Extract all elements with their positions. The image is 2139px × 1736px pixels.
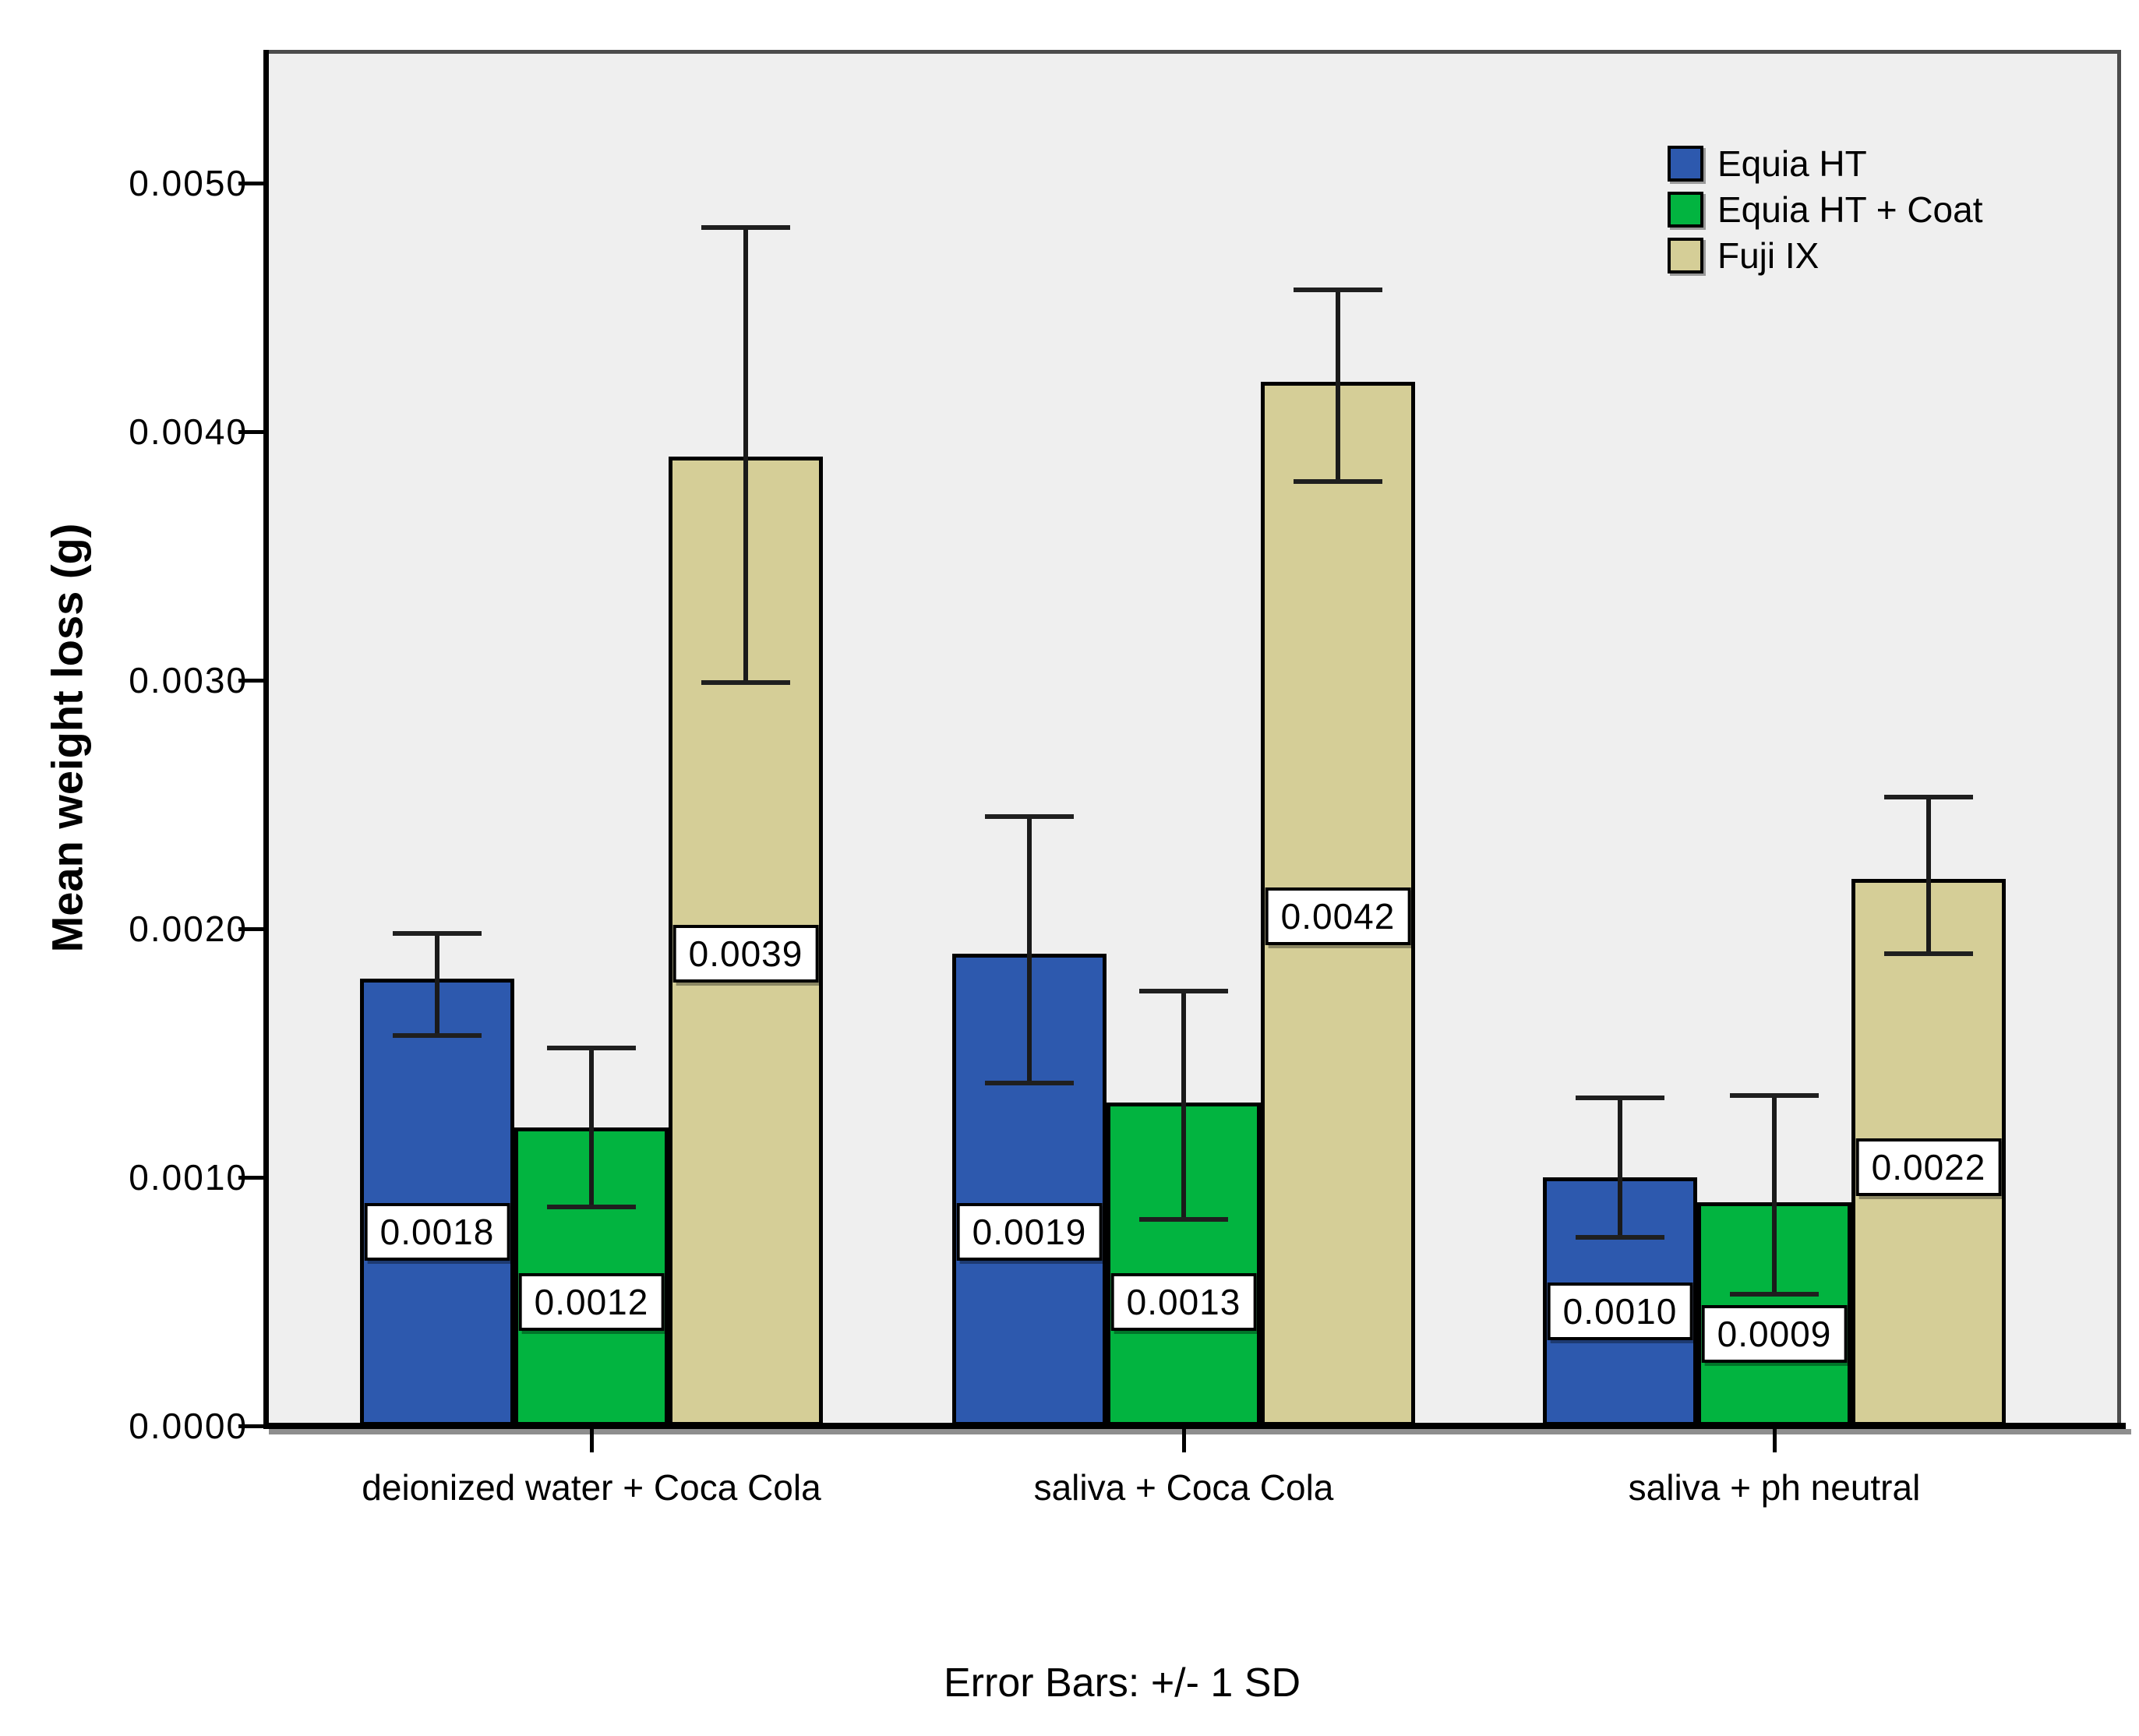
- error-bar-cap-bottom: [1884, 951, 1973, 956]
- y-tick-mark: [238, 927, 263, 931]
- y-tick-mark: [238, 430, 263, 434]
- error-bar-cap-top: [1730, 1092, 1819, 1098]
- error-bar-cap-top: [1576, 1095, 1664, 1100]
- legend-label: Equia HT: [1717, 143, 1867, 184]
- y-axis-line: [263, 50, 269, 1426]
- y-tick-label: 0.0010: [129, 1157, 248, 1198]
- x-tick-mark: [1773, 1429, 1777, 1452]
- bar-value-label: 0.0009: [1701, 1304, 1848, 1363]
- y-tick-label: 0.0050: [129, 163, 248, 203]
- error-bar-line: [589, 1048, 594, 1208]
- legend-swatch-icon: [1668, 146, 1703, 182]
- legend-item: Equia HT + Coat: [1668, 189, 1983, 231]
- bar-value-label: 0.0042: [1265, 887, 1411, 946]
- error-bar-line: [1618, 1097, 1622, 1237]
- error-bar-line: [1926, 796, 1931, 954]
- legend-label: Equia HT + Coat: [1717, 189, 1983, 230]
- y-tick-mark: [238, 1176, 263, 1180]
- x-tick-mark: [590, 1429, 594, 1452]
- x-category-label: saliva + Coca Cola: [1033, 1467, 1334, 1508]
- y-tick-label: 0.0000: [129, 1406, 248, 1446]
- bar-value-label: 0.0010: [1547, 1283, 1693, 1341]
- y-tick-label: 0.0030: [129, 660, 248, 700]
- error-bar-cap-top: [547, 1046, 636, 1051]
- y-tick-mark: [238, 679, 263, 683]
- y-tick-label: 0.0040: [129, 411, 248, 452]
- legend-swatch-icon: [1668, 192, 1703, 228]
- x-tick-mark: [1182, 1429, 1186, 1452]
- error-bar-line: [1181, 990, 1186, 1220]
- error-bar-cap-bottom: [701, 680, 790, 686]
- bar-value-label: 0.0013: [1110, 1272, 1257, 1331]
- x-axis-line: [263, 1423, 2126, 1429]
- bar-value-label: 0.0022: [1855, 1138, 2002, 1197]
- legend-item: Fuji IX: [1668, 235, 1819, 277]
- error-bar-cap-bottom: [1294, 478, 1382, 484]
- y-tick-label: 0.0020: [129, 909, 248, 949]
- error-bar-line: [435, 933, 439, 1036]
- error-bar-cap-top: [393, 931, 482, 937]
- error-bar-cap-bottom: [985, 1080, 1074, 1085]
- error-bar-cap-top: [701, 225, 790, 231]
- error-bar-line: [1772, 1095, 1777, 1294]
- x-category-label: deionized water + Coca Cola: [362, 1467, 821, 1508]
- legend-item: Equia HT: [1668, 143, 1867, 185]
- legend-swatch-icon: [1668, 238, 1703, 273]
- y-axis-title: Mean weight loss (g): [42, 523, 92, 953]
- error-bars-caption: Error Bars: +/- 1 SD: [944, 1660, 1301, 1706]
- error-bar-cap-bottom: [1730, 1291, 1819, 1297]
- y-tick-mark: [238, 1424, 263, 1428]
- bar-value-label: 0.0039: [672, 924, 819, 983]
- error-bar-line: [1336, 290, 1340, 482]
- bar-value-label: 0.0019: [956, 1203, 1103, 1261]
- error-bar-cap-bottom: [393, 1033, 482, 1039]
- bar-equia-ht: [360, 978, 514, 1426]
- error-bar-cap-top: [985, 814, 1074, 820]
- error-bar-cap-bottom: [1139, 1217, 1228, 1223]
- error-bar-cap-top: [1139, 988, 1228, 993]
- x-category-label: saliva + ph neutral: [1628, 1467, 1921, 1508]
- bar-value-label: 0.0012: [518, 1272, 665, 1331]
- error-bar-cap-bottom: [547, 1205, 636, 1210]
- y-tick-mark: [238, 182, 263, 185]
- error-bar-line: [1027, 817, 1032, 1083]
- error-bar-cap-bottom: [1576, 1234, 1664, 1240]
- error-bar-cap-top: [1884, 794, 1973, 799]
- x-axis-shadow: [269, 1429, 2131, 1434]
- error-bar-line: [743, 228, 748, 683]
- error-bar-cap-top: [1294, 288, 1382, 293]
- legend-label: Fuji IX: [1717, 235, 1820, 276]
- bar-value-label: 0.0018: [364, 1203, 510, 1261]
